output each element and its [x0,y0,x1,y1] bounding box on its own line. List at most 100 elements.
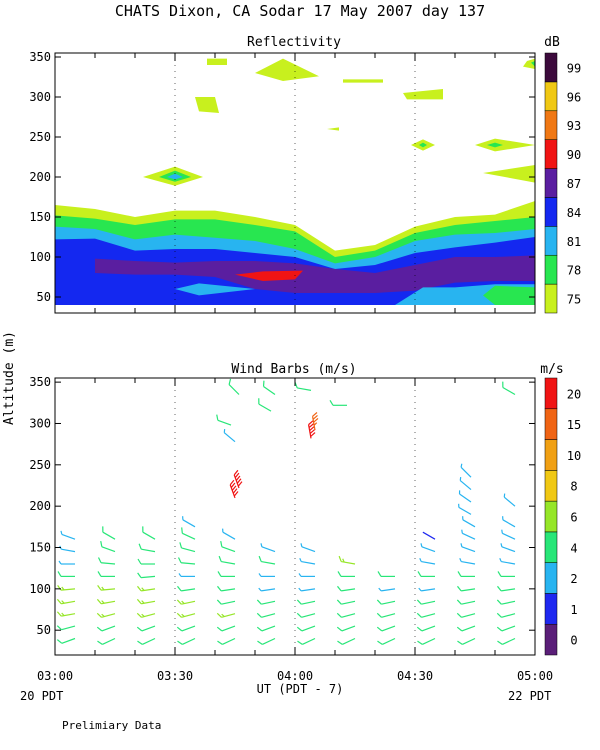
wind-barb-feather [236,478,242,484]
wind-barb-77 [337,571,355,578]
wind-barb-staff [341,613,356,618]
wind-barb-half-feather [420,543,423,547]
wind-barb-feather [308,420,314,426]
wind-barb-111 [496,612,516,618]
reflectivity-y-tick-label-50: 50 [37,290,51,304]
wind-barb-staff [101,562,116,565]
wind-barb-half-feather [141,613,145,617]
wind-barb-46 [229,479,239,499]
wind-barb-114 [497,571,515,578]
wind-barb-1 [56,625,76,631]
wind-barb-43 [218,555,236,565]
wind-barb-feather [216,414,219,421]
wind-barb-2 [56,611,76,617]
wind-barb-feather [220,540,223,547]
wind-barb-staff [462,519,476,528]
wind-barb-half-feather [181,600,185,605]
wind-barb-42 [217,571,235,578]
preliminary-note: Prelimiary Data [62,719,161,732]
wind-barb-staff [301,560,316,565]
wind-barb-103 [461,529,476,540]
wind-barb-staff [102,531,116,540]
wind-barb-half-feather [101,600,105,604]
wind-barb-36 [182,516,196,528]
wind-barb-18 [137,637,156,645]
wind-barb-109 [497,637,516,645]
reflectivity-colorbar-swatch-78 [544,254,558,285]
wind-barb-feather [137,558,142,565]
wind-barb-74 [336,612,356,618]
wind-barb-3 [56,598,76,605]
wind-barb-staff [261,625,276,632]
wind-barb-half-feather [182,516,184,520]
wind-colorbar-swatch-6 [544,500,558,533]
wind-barb-half-feather [459,558,462,562]
wind-barb-104 [462,516,476,528]
wind-barb-feather [218,555,222,562]
wind-barb-feather [456,626,463,632]
wind-barb-feather [97,640,103,645]
wind-barb-staff [381,613,396,618]
wind-barb-half-feather [503,493,506,498]
wind-colorbar-label-0: 0 [570,634,577,648]
wind-barb-feather [217,640,223,645]
reflectivity-colorbar-label-84: 84 [567,206,581,220]
wind-barb-feather [296,612,302,618]
wind-y-tick-label-300: 300 [29,416,51,430]
wind-barb-staff [222,531,236,540]
wind-colorbar-swatch-15 [544,408,558,440]
wind-barb-staff [381,588,396,592]
wind-barb-staff [461,625,476,632]
wind-barb-feather [96,626,103,632]
reflectivity-panel: Reflectivity 50 100 150 200 250 300 350 75 78 81… [29,35,581,314]
wind-barb-feather [417,571,422,577]
wind-barb-staff [101,625,116,632]
wind-barb-113 [497,585,516,592]
wind-barb-staff [141,625,156,632]
contour-band-87 [95,255,535,293]
reflectivity-y-tick-label-100: 100 [29,250,51,264]
wind-barb-30 [176,599,196,605]
wind-barb-staff [261,546,276,553]
wind-barb-116 [500,543,516,553]
wind-barb-half-feather [299,558,302,562]
wind-barb-feather [137,585,142,592]
wind-barb-staff [501,588,516,592]
wind-barb-staff [217,419,232,426]
wind-barb-feather [457,640,463,645]
reflectivity-colorbar-label-75: 75 [567,293,581,307]
wind-barb-half-feather [60,530,63,535]
wind-barb-feather [216,626,223,632]
wind-barb-11 [96,612,116,618]
wind-barb-65 [298,587,316,592]
wind-barb-13 [97,585,116,591]
wind-barb-staff [221,546,236,553]
contour-patch-75-322 [343,79,383,83]
wind-barb-staff [297,387,312,391]
x-tick-label-2: 04:00 [277,669,313,683]
wind-barb-feather [337,571,342,577]
wind-barb-half-feather [181,613,185,617]
wind-barb-55 [258,587,276,592]
contour-patch-75-305 [403,89,443,100]
wind-barb-feather [256,626,263,632]
wind-barb-staff [462,637,476,645]
wind-barb-82 [376,612,396,618]
contour-patch-75-330 [255,58,319,81]
wind-barb-86 [417,637,436,645]
wind-barb-half-feather [61,600,65,604]
wind-colorbar-swatch-20 [544,377,558,410]
wind-colorbar-label-15: 15 [567,418,581,432]
wind-barb-feather [217,571,222,577]
wind-barb-feather [216,599,222,605]
wind-colorbar-swatch-1 [544,593,558,625]
x-tick-label-4: 05:00 [517,669,553,683]
wind-barb-62 [296,625,316,632]
reflectivity-colorbar-label-87: 87 [567,177,581,191]
wind-barb-staff [261,600,276,605]
contour-patch-90-red [235,270,303,281]
wind-barb-staff [501,546,516,553]
wind-barb-118 [502,516,516,528]
wind-y-tick-label-250: 250 [29,458,51,472]
wind-barb-26 [142,526,156,540]
